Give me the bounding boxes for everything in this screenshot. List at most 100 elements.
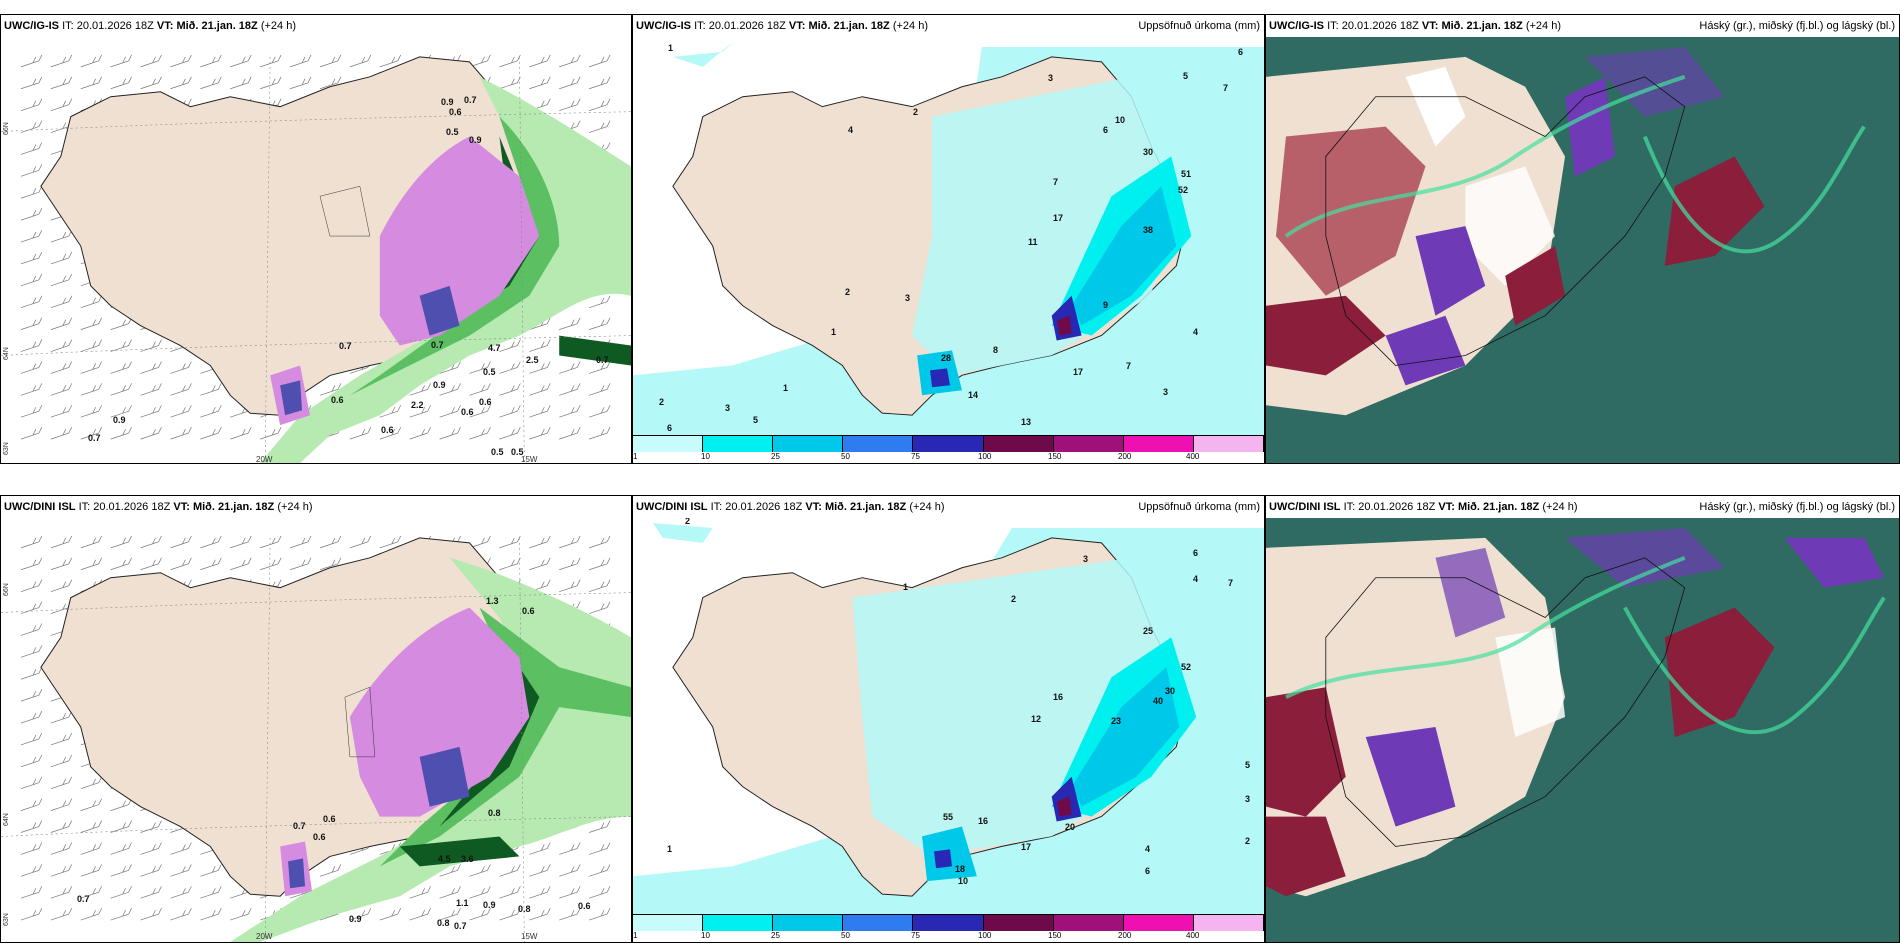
wind-barb bbox=[170, 54, 192, 68]
wind-barb bbox=[80, 339, 102, 352]
wind-barb bbox=[20, 383, 43, 396]
precip-color-scale: 1 10 25 50 75 100 150 200 400 bbox=[633, 914, 1264, 942]
wind-barb bbox=[20, 864, 43, 877]
value-label: 16 bbox=[978, 816, 989, 826]
map-area[interactable] bbox=[1266, 518, 1899, 942]
wind-barb bbox=[469, 361, 491, 374]
graticule bbox=[1, 537, 631, 942]
panel-header: UWC/IG-IS IT: 20.01.2026 18Z VT: Mið. 21… bbox=[633, 15, 1264, 37]
map-area[interactable] bbox=[1, 37, 631, 463]
value-label: 3 bbox=[1048, 73, 1054, 83]
value-label: 0.5 bbox=[511, 447, 524, 457]
map-area[interactable] bbox=[633, 37, 1264, 435]
wind-barb bbox=[589, 295, 611, 309]
wind-barb bbox=[20, 535, 43, 549]
wind-barb bbox=[20, 798, 43, 811]
wind-barb bbox=[110, 864, 132, 877]
wind-barb bbox=[20, 295, 43, 309]
it-label: IT: bbox=[1327, 20, 1339, 32]
wind-barb bbox=[80, 820, 102, 833]
value-label: 13 bbox=[1021, 417, 1032, 427]
field-title: Háský (gr.), miðský (fj.bl.) og lágský (… bbox=[1699, 501, 1895, 513]
valid-time: Mið. 21.jan. 18Z bbox=[176, 20, 258, 32]
panel-header: UWC/IG-IS IT: 20.01.2026 18Z VT: Mið. 21… bbox=[1, 15, 631, 37]
value-label: 0.6 bbox=[479, 397, 492, 407]
wind-barb bbox=[529, 908, 551, 921]
value-label: 8 bbox=[993, 345, 999, 355]
map-area[interactable] bbox=[1266, 37, 1899, 463]
wind-barb bbox=[140, 427, 162, 440]
map-svg bbox=[633, 518, 1264, 914]
scale-bar bbox=[633, 435, 1264, 452]
wind-barb bbox=[170, 383, 192, 396]
wind-barb bbox=[559, 76, 581, 90]
wind-barb bbox=[499, 405, 521, 418]
field-title: Uppsöfnuð úrkoma (mm) bbox=[1138, 20, 1260, 32]
valid-time: Mið. 21.jan. 18Z bbox=[1457, 501, 1540, 513]
wind-barb bbox=[110, 54, 132, 68]
wind-barb bbox=[589, 886, 611, 899]
vt-label: VT: bbox=[1438, 501, 1455, 513]
wind-barb bbox=[379, 535, 402, 549]
value-label: 3 bbox=[905, 293, 911, 303]
value-label: 30 bbox=[1165, 686, 1176, 696]
value-label: 7 bbox=[1126, 361, 1132, 371]
scale-segment-6 bbox=[983, 436, 1054, 452]
value-label: 0.6 bbox=[578, 901, 591, 911]
wind-barb bbox=[20, 251, 43, 265]
value-label: 0.9 bbox=[441, 97, 454, 107]
wind-barb bbox=[110, 842, 132, 855]
wind-barb bbox=[559, 405, 581, 418]
wind-barb bbox=[589, 383, 611, 396]
value-label: 1 bbox=[831, 327, 837, 337]
value-label: 6 bbox=[1103, 125, 1109, 135]
value-label: 52 bbox=[1178, 185, 1189, 195]
wind-barb bbox=[589, 317, 611, 330]
value-label: 0.6 bbox=[331, 395, 344, 405]
wind-barb bbox=[50, 579, 73, 592]
wind-barb bbox=[230, 535, 252, 549]
wind-barb bbox=[20, 710, 43, 724]
wind-barb bbox=[80, 535, 102, 549]
wind-barb bbox=[50, 427, 73, 440]
value-label: 2 bbox=[1011, 594, 1017, 604]
wind-barb bbox=[50, 798, 73, 811]
value-label: 0.5 bbox=[483, 367, 496, 377]
scale-segment-5 bbox=[913, 915, 984, 931]
value-label: 12 bbox=[1031, 714, 1042, 724]
lat-label-64: 64N bbox=[3, 813, 10, 826]
wind-barb bbox=[170, 535, 192, 549]
wind-barb bbox=[170, 842, 192, 855]
map-area[interactable] bbox=[1, 518, 631, 942]
wind-barb bbox=[20, 98, 43, 111]
wind-barb bbox=[529, 842, 551, 855]
wind-barb bbox=[409, 908, 431, 921]
wind-barb bbox=[319, 383, 342, 396]
wind-barb bbox=[319, 864, 342, 877]
wind-barb bbox=[80, 908, 102, 921]
value-label: 3 bbox=[1245, 794, 1251, 804]
wind-barb bbox=[409, 886, 431, 899]
value-label: 0.6 bbox=[381, 425, 394, 435]
value-label: 4 bbox=[848, 125, 854, 135]
init-time: 20.01.2026 18Z bbox=[708, 20, 786, 32]
scale-tick: 1 bbox=[633, 452, 638, 461]
wind-barb bbox=[499, 886, 521, 899]
value-label: 0.7 bbox=[77, 894, 90, 904]
wind-barb bbox=[230, 557, 252, 571]
wind-barb bbox=[20, 208, 43, 221]
wind-barb bbox=[20, 142, 43, 155]
wind-barb bbox=[469, 427, 491, 440]
lead-time: (+24 h) bbox=[892, 20, 928, 32]
value-label: 1.3 bbox=[486, 596, 499, 606]
value-label: 1 bbox=[667, 844, 673, 854]
wind-barb bbox=[20, 908, 43, 921]
value-label: 30 bbox=[1143, 147, 1154, 157]
value-label: 2 bbox=[845, 287, 851, 297]
wind-barb bbox=[529, 557, 551, 571]
map-svg bbox=[1266, 37, 1899, 463]
scale-segment-7 bbox=[1053, 915, 1124, 931]
wind-barb bbox=[319, 535, 342, 549]
wind-barb bbox=[140, 842, 162, 855]
map-area[interactable] bbox=[633, 518, 1264, 914]
